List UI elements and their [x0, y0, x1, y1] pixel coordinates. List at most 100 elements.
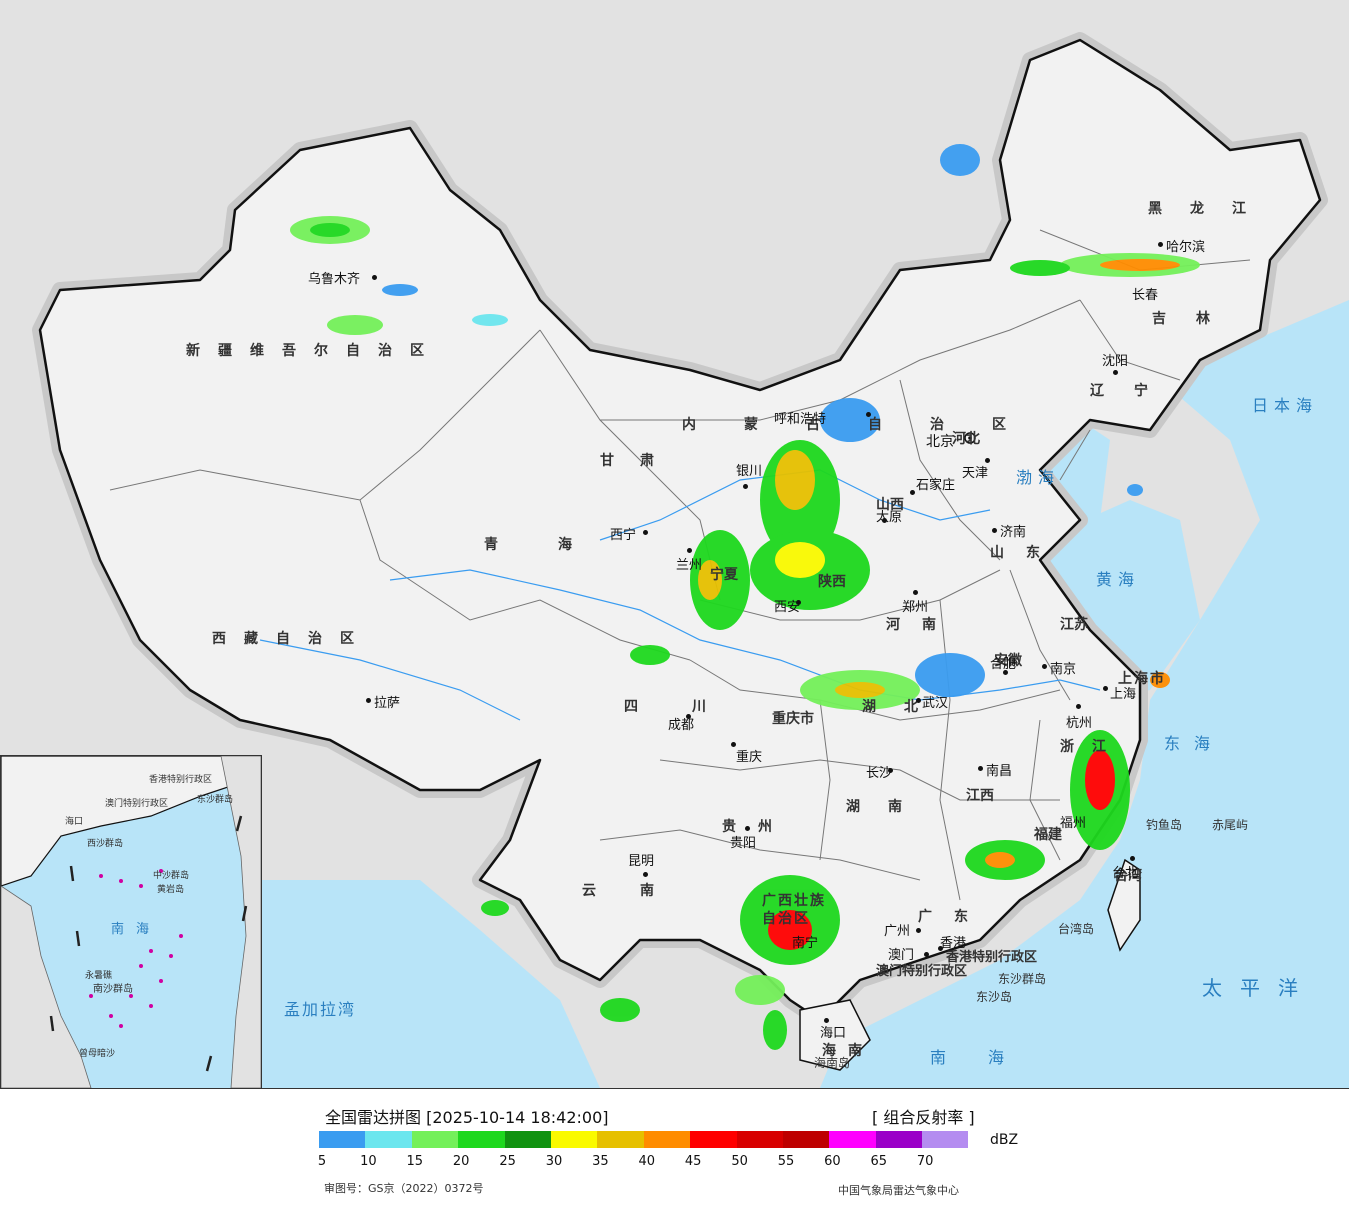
- city-marker: [1158, 242, 1163, 247]
- province-qinghai: 青海: [484, 537, 632, 553]
- island-dongsha: 东沙岛: [976, 990, 1013, 1004]
- scale-tick-label: 25: [499, 1154, 516, 1169]
- city-marker: [978, 766, 983, 771]
- inset-zengmu: 曾母暗沙: [79, 1049, 116, 1059]
- city-hefei: 合肥: [990, 657, 1017, 672]
- city-yinchuan: 银川: [736, 464, 763, 479]
- sea-japan: 日本海: [1252, 396, 1319, 415]
- city-nanchang: 南昌: [986, 764, 1013, 779]
- city-chengdu: 成都: [668, 718, 695, 733]
- agency-credit: 中国气象局雷达气象中心: [838, 1184, 959, 1197]
- city-marker: [938, 946, 943, 951]
- sea-pacific: 太平洋: [1202, 976, 1316, 1000]
- scale-tick-label: 65: [870, 1154, 888, 1169]
- scale-tick-label: 15: [406, 1154, 424, 1169]
- city-marker: [866, 412, 871, 417]
- approval-number: 审图号：GS京（2022）0372号: [324, 1182, 484, 1195]
- sea-yellow: 黄海: [1096, 570, 1141, 589]
- city-taipei: 台北: [1112, 866, 1139, 881]
- bay-of-bengal: [260, 880, 600, 1088]
- city-marker: [824, 1018, 829, 1023]
- scale-tick-label: 40: [638, 1154, 656, 1169]
- scale-tick-label: 45: [684, 1154, 702, 1169]
- sea-south: 南海: [930, 1048, 1047, 1067]
- city-marker: [743, 484, 748, 489]
- city-marker: [913, 590, 918, 595]
- province-henan: 河南: [886, 617, 958, 633]
- pacific-sea: [820, 300, 1349, 1088]
- city-xining: 西宁: [610, 528, 637, 543]
- legend-title: 全国雷达拼图 [2025-10-14 18:42:00]: [325, 1108, 609, 1127]
- province-heilongjiang: 黑龙江: [1148, 201, 1274, 217]
- province-zhejiang: 浙江: [1060, 739, 1124, 755]
- city-lhasa: 拉萨: [374, 696, 401, 711]
- province-ningxia: 宁夏: [710, 567, 738, 583]
- scale-tick-label: 35: [592, 1154, 609, 1169]
- city-kunming: 昆明: [628, 854, 655, 869]
- color-swatch: [643, 1131, 691, 1148]
- city-nanjing: 南京: [1050, 662, 1077, 677]
- province-fujian: 福建: [1034, 827, 1062, 843]
- city-shanghai: 上海: [1110, 687, 1137, 702]
- city-wuhan: 武汉: [922, 696, 949, 711]
- city-marker: [888, 768, 893, 773]
- city-marker: [1042, 664, 1047, 669]
- city-marker: [910, 490, 915, 495]
- radar-echoes: [290, 144, 1200, 1050]
- province-shaanxi: 陕西: [818, 574, 846, 590]
- province-shandong: 山东: [990, 545, 1062, 561]
- color-swatch: [504, 1131, 551, 1148]
- macau-sar-label: 澳门特别行政区: [876, 964, 968, 979]
- color-scale-bar: [319, 1131, 969, 1148]
- island-dongsha-group: 东沙群岛: [998, 972, 1047, 986]
- sea-bengal: 孟加拉湾: [284, 1000, 357, 1019]
- sea-east: 东海: [1164, 734, 1225, 753]
- taiwan-island: [1107, 858, 1141, 952]
- city-marker: [686, 714, 691, 719]
- city-haikou: 海口: [820, 1026, 847, 1041]
- city-marker: [745, 826, 750, 831]
- city-hongkong: 香港: [940, 936, 967, 951]
- city-marker: [916, 928, 921, 933]
- province-liaoning: 辽宁: [1090, 383, 1178, 399]
- city-marker: [916, 698, 921, 703]
- shanghai-city-label: 上海市: [1118, 671, 1166, 687]
- scale-tick-label: 20: [452, 1154, 470, 1169]
- province-hubei: 湖北: [862, 699, 946, 715]
- city-jinan: 济南: [1000, 525, 1027, 540]
- inset-sea-label: 南海: [111, 922, 162, 937]
- province-guangdong: 广东: [918, 909, 990, 925]
- unit-label: dBZ: [990, 1132, 1019, 1148]
- inset-hongkong: 香港特别行政区: [149, 775, 213, 785]
- city-beijing: 北京: [926, 434, 954, 450]
- color-swatch: [690, 1131, 737, 1148]
- island-hainan: 海南岛: [814, 1056, 851, 1070]
- city-marker: [1113, 370, 1118, 375]
- city-taiyuan: 太原: [876, 510, 903, 525]
- city-marker: [643, 530, 648, 535]
- province-chongqing: 重庆市: [772, 710, 814, 728]
- province-gansu: 甘肃: [600, 453, 680, 469]
- color-swatch: [365, 1131, 412, 1148]
- inset-canvas: [1, 756, 261, 1088]
- yellow-sea: [1040, 500, 1200, 700]
- color-swatch: [458, 1131, 505, 1148]
- beijing-marker: [964, 432, 976, 444]
- province-jiangxi: 江西: [966, 788, 994, 804]
- city-guiyang: 贵阳: [730, 836, 757, 851]
- color-swatch: [550, 1131, 598, 1148]
- legend-panel: [0, 1089, 1349, 1208]
- province-hunan: 湖南: [846, 799, 930, 815]
- inset-yongshu: 永暑礁: [85, 971, 113, 981]
- scale-tick-label: 30: [545, 1154, 563, 1169]
- city-xian: 西安: [774, 600, 801, 615]
- scale-tick-label: 60: [824, 1154, 841, 1169]
- city-macau: 澳门: [888, 948, 915, 963]
- province-jiangsu: 江苏: [1060, 617, 1088, 633]
- color-swatch: [875, 1131, 923, 1148]
- province-hebei: 河北: [952, 431, 980, 447]
- province-hainan: 海南: [822, 1043, 874, 1059]
- city-marker: [796, 600, 801, 605]
- city-marker: [1076, 704, 1081, 709]
